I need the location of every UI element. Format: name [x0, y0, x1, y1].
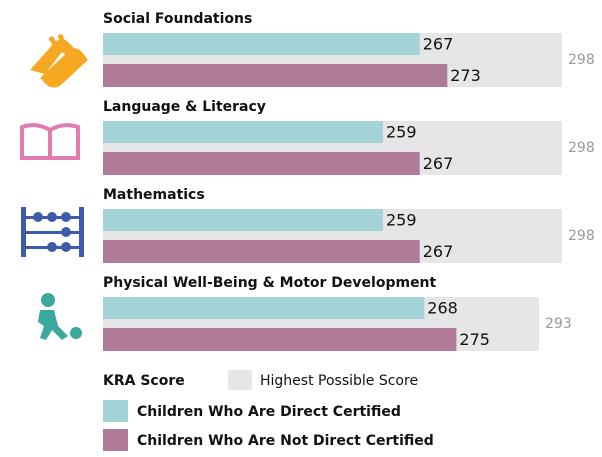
bar: [103, 33, 420, 55]
book-icon: [20, 123, 80, 160]
bar: [103, 152, 420, 175]
category-title: Mathematics: [103, 187, 205, 203]
bar: [103, 64, 448, 87]
bar: [103, 240, 420, 263]
max-label: 298: [568, 52, 595, 68]
value-label: 267: [423, 242, 454, 261]
legend-swatch: [103, 429, 128, 451]
legend-label: Children Who Are Not Direct Certified: [137, 433, 434, 449]
hands-icon: [30, 34, 88, 88]
legend-swatch: [103, 400, 128, 422]
category-title: Language & Literacy: [103, 99, 266, 115]
bar: [103, 121, 383, 143]
value-label: 275: [459, 330, 490, 349]
max-label: 298: [568, 140, 595, 156]
bar: [103, 328, 457, 351]
bar: [103, 297, 425, 319]
bar: [103, 209, 383, 231]
legend-title: KRA Score: [103, 373, 185, 389]
legend-label: Highest Possible Score: [260, 373, 418, 389]
legend-label: Children Who Are Direct Certified: [137, 404, 401, 420]
value-label: 273: [450, 66, 481, 85]
max-label: 298: [568, 228, 595, 244]
abacus-icon: [21, 207, 84, 257]
value-label: 267: [423, 35, 454, 54]
value-label: 268: [427, 299, 458, 318]
category-title: Social Foundations: [103, 11, 252, 27]
value-label: 259: [386, 123, 417, 142]
child-icon: [38, 293, 82, 340]
value-label: 259: [386, 211, 417, 230]
legend-swatch: [228, 370, 252, 390]
value-label: 267: [423, 154, 454, 173]
max-label: 293: [545, 316, 572, 332]
category-title: Physical Well-Being & Motor Development: [103, 275, 437, 291]
